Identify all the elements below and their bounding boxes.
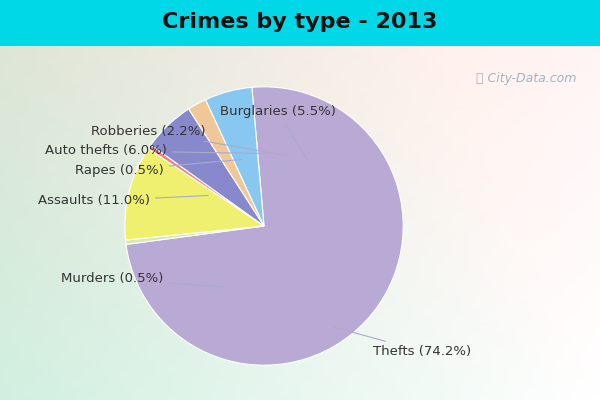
Text: Murders (0.5%): Murders (0.5%)	[61, 272, 225, 287]
Wedge shape	[148, 145, 264, 226]
Wedge shape	[125, 148, 264, 240]
Text: Burglaries (5.5%): Burglaries (5.5%)	[220, 105, 336, 160]
Wedge shape	[126, 87, 403, 365]
Wedge shape	[151, 109, 264, 226]
Wedge shape	[206, 87, 264, 226]
Text: ⓘ City-Data.com: ⓘ City-Data.com	[476, 72, 576, 85]
Wedge shape	[125, 226, 264, 244]
Wedge shape	[189, 100, 264, 226]
Text: Thefts (74.2%): Thefts (74.2%)	[334, 327, 471, 358]
Text: Crimes by type - 2013: Crimes by type - 2013	[163, 12, 437, 32]
Text: Assaults (11.0%): Assaults (11.0%)	[38, 194, 208, 208]
Text: Robberies (2.2%): Robberies (2.2%)	[91, 125, 289, 156]
Text: Rapes (0.5%): Rapes (0.5%)	[75, 160, 242, 177]
Text: Auto thefts (6.0%): Auto thefts (6.0%)	[44, 144, 267, 157]
